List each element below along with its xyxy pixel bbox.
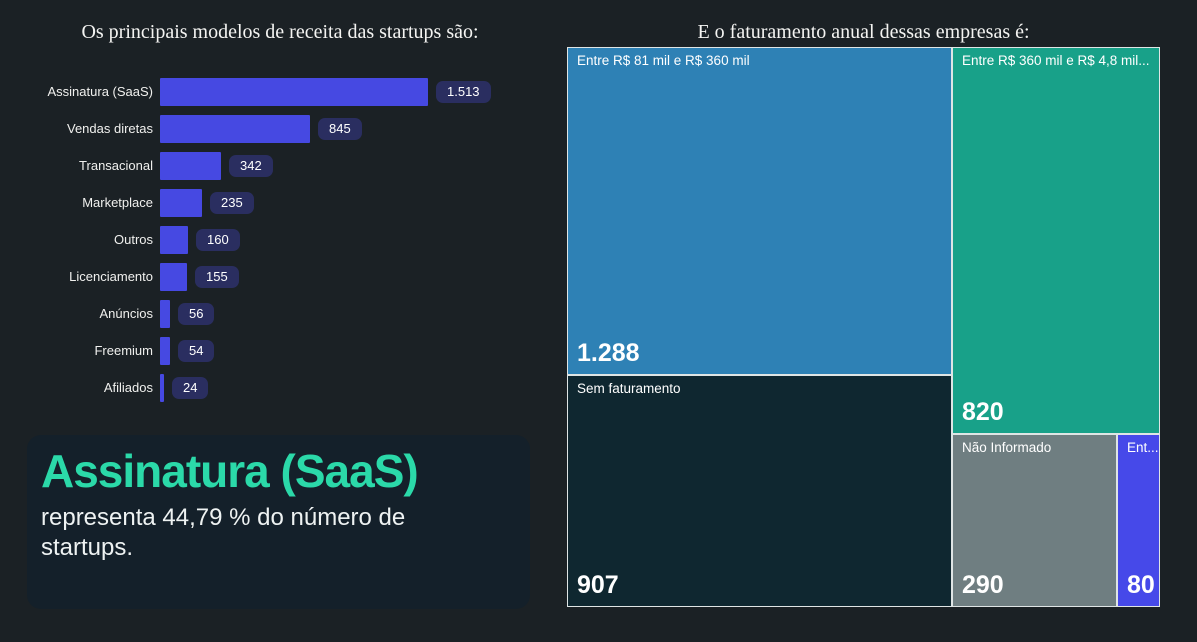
bar-row: Outros 160: [30, 221, 550, 258]
bar-value-pill: 155: [195, 265, 239, 288]
bar-category-label: Licenciamento: [69, 269, 153, 284]
bar-row: Licenciamento 155: [30, 258, 550, 295]
treemap-cell-label: Entre R$ 81 mil e R$ 360 mil: [577, 53, 750, 68]
bar-row: Assinatura (SaaS) 1.513: [30, 73, 550, 110]
bar-chart-title: Os principais modelos de receita das sta…: [81, 21, 479, 43]
treemap-title: E o faturamento anual dessas empresas é:: [697, 21, 1030, 43]
treemap-cell-label: Não Informado: [961, 440, 1052, 456]
bar-value-pill: 342: [229, 154, 273, 177]
bar-category-label: Afiliados: [103, 380, 153, 395]
bar-value-pill: 24: [172, 376, 209, 399]
bar[interactable]: [160, 77, 428, 106]
callout-card: Assinatura (SaaS) representa 44,79 % do …: [27, 435, 530, 609]
bar-value-pill: 845: [318, 117, 362, 140]
treemap-chart: Entre R$ 81 mil e R$ 360 mil 1.288 Entre R…: [567, 47, 1160, 607]
treemap-cell-label: Ent...: [1126, 440, 1159, 456]
bar-value-pill: 54: [178, 339, 215, 362]
treemap-cell[interactable]: Não Informado 290: [951, 434, 1117, 607]
bar-value-pill: 56: [178, 302, 215, 325]
bar-category-label: Anúncios: [99, 306, 153, 321]
treemap-cell-value: 1.288: [577, 338, 640, 367]
treemap-cell-label: Entre R$ 360 mil e R$ 4,8 mil...: [961, 53, 1150, 68]
bar[interactable]: [160, 262, 187, 291]
callout-title: Assinatura (SaaS): [41, 445, 419, 497]
bar-category-label: Transacional: [79, 158, 153, 173]
bar[interactable]: [160, 225, 188, 254]
bar-category-label: Marketplace: [82, 195, 153, 210]
treemap-cell[interactable]: Entre R$ 81 mil e R$ 360 mil 1.288: [567, 47, 952, 375]
bar[interactable]: [160, 188, 202, 217]
bar-row: Marketplace 235: [30, 184, 550, 221]
bar-category-label: Freemium: [94, 343, 153, 358]
treemap-cell-value: 290: [961, 570, 1004, 599]
bar-value-pill: 1.513: [436, 80, 491, 103]
bar-category-label: Vendas diretas: [66, 121, 153, 136]
bar[interactable]: [160, 299, 170, 328]
bar-category-label: Assinatura (SaaS): [47, 84, 154, 99]
bar-chart: Assinatura (SaaS) 1.513 Vendas diretas 845 T…: [30, 73, 550, 406]
callout-subtitle: representa 44,79 % do número de startups…: [41, 503, 406, 561]
bar-row: Freemium 54: [30, 332, 550, 369]
bar-category-label: Outros: [113, 232, 153, 247]
treemap-cell[interactable]: Ent... 80: [1116, 434, 1160, 607]
treemap-cell-label: Sem faturamento: [577, 380, 681, 396]
bar-row: Anúncios 56: [30, 295, 550, 332]
bar-value-pill: 235: [210, 191, 254, 214]
bar[interactable]: [160, 336, 170, 365]
treemap-cell-value: 80: [1126, 570, 1155, 599]
bar-row: Transacional 342: [30, 147, 550, 184]
treemap-cell[interactable]: Entre R$ 360 mil e R$ 4,8 mil... 820: [951, 47, 1160, 435]
bar[interactable]: [160, 114, 310, 143]
treemap-cell[interactable]: Sem faturamento 907: [567, 374, 952, 607]
bar-row: Afiliados 24: [30, 369, 550, 406]
bar-value-pill: 160: [196, 228, 240, 251]
bar-row: Vendas diretas 845: [30, 110, 550, 147]
bar[interactable]: [160, 373, 164, 402]
treemap-cell-value: 820: [961, 398, 1004, 427]
bar[interactable]: [160, 151, 221, 180]
treemap-cell-value: 907: [577, 570, 619, 599]
